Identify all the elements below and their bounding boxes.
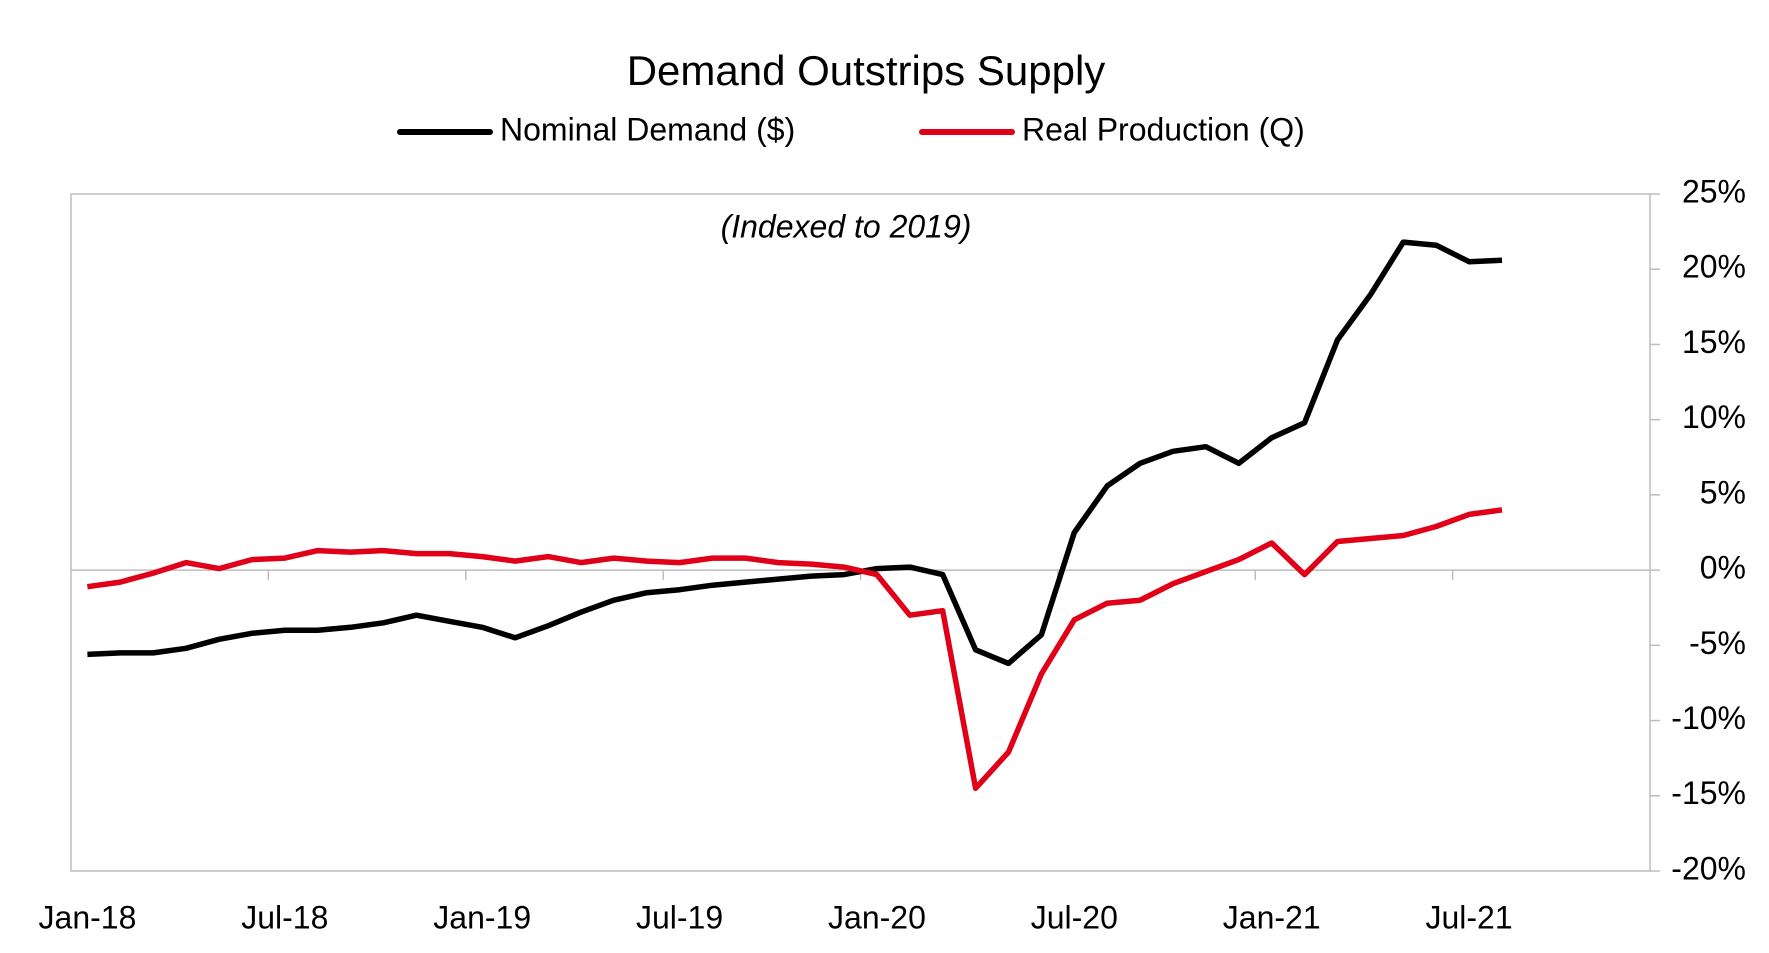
x-tick-label: Jan-19 bbox=[433, 899, 531, 935]
y-tick-label: 10% bbox=[1682, 399, 1746, 435]
x-tick-label: Jul-20 bbox=[1031, 899, 1118, 935]
y-tick-label: -20% bbox=[1671, 850, 1746, 886]
y-tick-label: -5% bbox=[1689, 625, 1746, 661]
y-tick-label: -10% bbox=[1671, 700, 1746, 736]
series-line bbox=[87, 239, 1503, 667]
x-tick-label: Jan-21 bbox=[1223, 899, 1321, 935]
chart-title: Demand Outstrips Supply bbox=[627, 47, 1106, 94]
x-tick-label: Jan-20 bbox=[828, 899, 926, 935]
y-tick-label: 20% bbox=[1682, 249, 1746, 285]
y-tick-label: 0% bbox=[1700, 550, 1746, 586]
y-tick-label: 15% bbox=[1682, 324, 1746, 360]
plot-frame bbox=[70, 193, 1651, 872]
series-line bbox=[87, 507, 1503, 792]
y-tick-label: 25% bbox=[1682, 173, 1746, 209]
x-tick-label: Jul-21 bbox=[1425, 899, 1512, 935]
y-tick-label: -15% bbox=[1671, 775, 1746, 811]
x-tick-label: Jan-18 bbox=[39, 899, 137, 935]
x-tick-label: Jul-19 bbox=[636, 899, 723, 935]
y-tick-label: 5% bbox=[1700, 474, 1746, 510]
annotation: (Indexed to 2019) bbox=[721, 208, 972, 244]
x-tick-label: Jul-18 bbox=[241, 899, 328, 935]
legend-label: Nominal Demand ($) bbox=[500, 111, 795, 147]
legend-label: Real Production (Q) bbox=[1022, 111, 1305, 147]
